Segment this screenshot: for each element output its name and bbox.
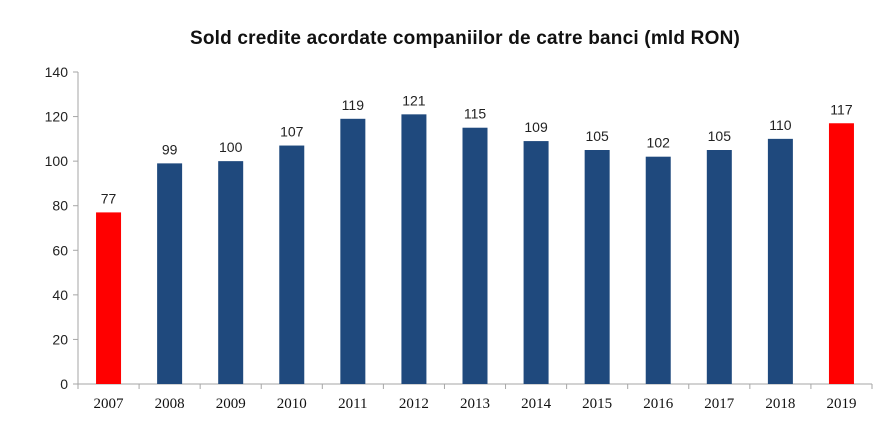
data-label-2017: 105 (708, 128, 732, 144)
bar-2019 (828, 123, 854, 384)
x-tick-label-2017: 2017 (704, 396, 735, 412)
x-tick-label-2007: 2007 (94, 396, 125, 412)
data-label-2019: 117 (830, 101, 853, 117)
y-tick-label: 40 (52, 287, 68, 303)
x-tick-label-2016: 2016 (643, 396, 674, 412)
bar-2007 (96, 212, 122, 384)
bar-2017 (706, 150, 732, 384)
data-label-2013: 115 (464, 106, 487, 122)
data-label-2011: 119 (342, 97, 365, 113)
x-tick-label-2012: 2012 (399, 396, 429, 412)
x-tick-label-2013: 2013 (460, 396, 490, 412)
y-tick-label: 100 (45, 153, 69, 169)
y-tick-label: 20 (52, 331, 68, 347)
x-tick-label-2018: 2018 (765, 396, 795, 412)
bar-2016 (645, 156, 671, 384)
data-label-2018: 110 (769, 117, 792, 133)
bar-2015 (584, 150, 610, 384)
data-label-2014: 109 (524, 119, 548, 135)
bar-2012 (401, 114, 427, 384)
bar-2008 (157, 163, 183, 384)
bar-2011 (340, 118, 366, 385)
bar-2014 (523, 141, 549, 384)
bar-2010 (279, 145, 305, 384)
bar-2009 (218, 161, 244, 384)
data-label-2015: 105 (585, 128, 609, 144)
x-tick-label-2014: 2014 (521, 396, 552, 412)
y-tick-label: 80 (52, 198, 68, 214)
y-tick-label: 0 (60, 376, 68, 392)
x-tick-label-2015: 2015 (582, 396, 612, 412)
bar-2018 (767, 138, 793, 384)
x-tick-label-2019: 2019 (826, 396, 856, 412)
x-tick-label-2010: 2010 (277, 396, 307, 412)
data-label-2016: 102 (647, 135, 671, 151)
y-tick-label: 120 (45, 109, 69, 125)
data-label-2012: 121 (402, 92, 426, 108)
bar-2013 (462, 127, 488, 384)
data-label-2007: 77 (101, 190, 117, 206)
x-tick-label-2008: 2008 (155, 396, 185, 412)
x-tick-label-2009: 2009 (216, 396, 246, 412)
data-label-2009: 100 (219, 139, 243, 155)
x-tick-label-2011: 2011 (338, 396, 367, 412)
chart-title: Sold credite acordate companiilor de cat… (189, 28, 741, 49)
y-tick-label: 140 (45, 64, 69, 80)
data-label-2010: 107 (280, 124, 304, 140)
y-tick-label: 60 (52, 242, 68, 258)
data-label-2008: 99 (162, 141, 178, 157)
